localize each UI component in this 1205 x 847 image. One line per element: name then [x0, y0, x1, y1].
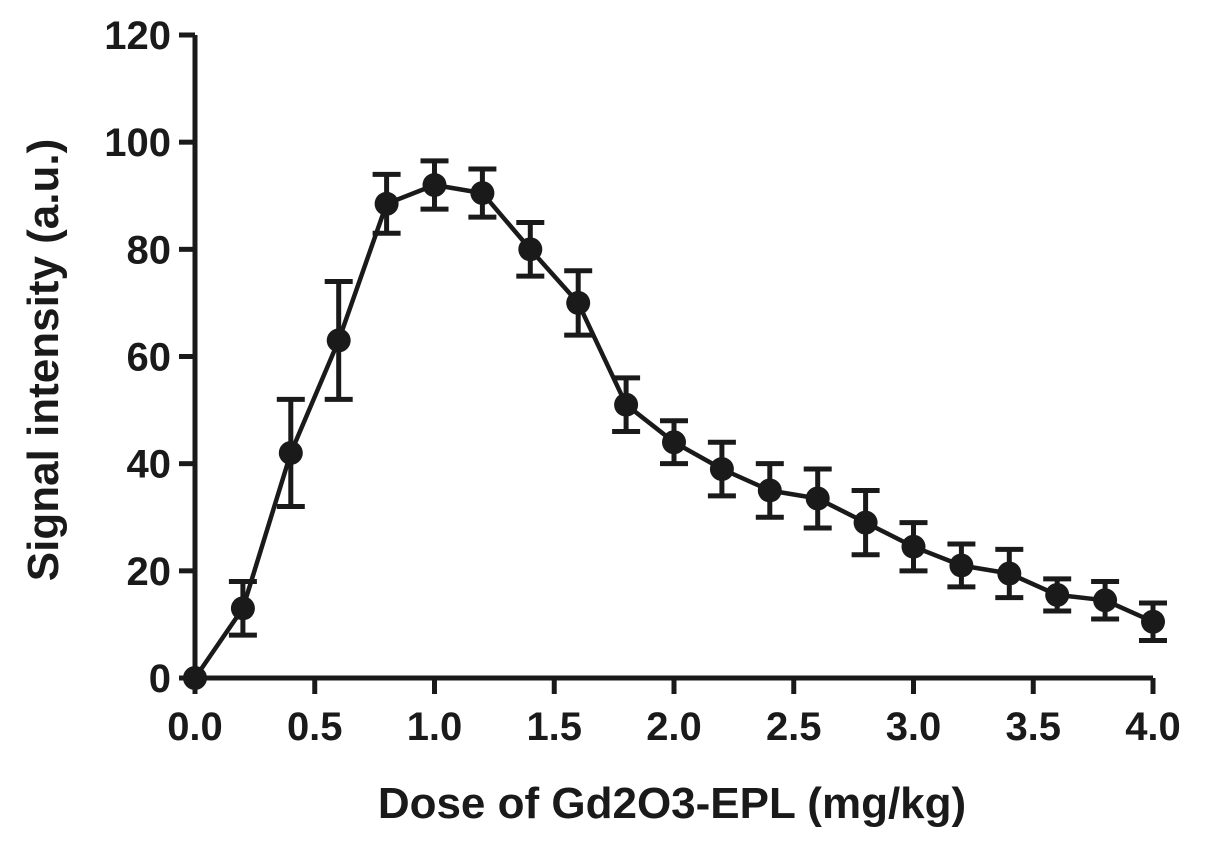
- y-tick-label: 80: [127, 228, 172, 272]
- y-tick-label: 120: [104, 14, 171, 58]
- data-point: [374, 191, 399, 216]
- x-tick-label: 3.0: [886, 705, 942, 749]
- data-point: [757, 478, 782, 503]
- data-point: [709, 457, 734, 482]
- data-points: [183, 173, 1165, 690]
- y-tick-label: 0: [149, 657, 171, 701]
- x-tick-label: 0.0: [167, 705, 223, 749]
- y-axis-label: Signal intensity (a.u.): [19, 139, 68, 582]
- x-tick-label: 1.0: [407, 705, 463, 749]
- data-point: [1141, 609, 1165, 634]
- data-point: [1093, 588, 1118, 613]
- tick-labels: 0.0 0.5 1.0 1.5 2.0 2.5 3.0 3.5 4.0 0 20 40 60 80 100 1…: [104, 14, 1181, 749]
- data-point: [326, 328, 351, 353]
- data-point: [470, 181, 495, 206]
- data-point: [1045, 582, 1070, 607]
- x-axis-label: Dose of Gd2O3-EPL (mg/kg): [378, 779, 966, 828]
- data-point: [614, 392, 639, 417]
- data-point: [853, 510, 878, 535]
- data-point: [518, 237, 543, 262]
- data-point: [901, 534, 926, 559]
- axes: [179, 32, 1156, 694]
- x-tick-label: 2.0: [646, 705, 702, 749]
- y-tick-label: 20: [127, 550, 172, 594]
- data-point: [230, 596, 255, 621]
- x-tick-label: 4.0: [1125, 705, 1181, 749]
- data-point: [997, 561, 1022, 586]
- y-tick-label: 60: [127, 336, 172, 380]
- x-tick-label: 2.5: [766, 705, 822, 749]
- error-bars: [228, 158, 1167, 643]
- data-point: [949, 553, 974, 578]
- data-point: [662, 430, 686, 455]
- data-point: [422, 173, 447, 198]
- y-tick-label: 40: [127, 443, 172, 487]
- x-tick-label: 0.5: [287, 705, 343, 749]
- x-tick-label: 3.5: [1005, 705, 1061, 749]
- data-point: [805, 486, 830, 511]
- y-tick-label: 100: [104, 121, 171, 165]
- data-point: [566, 290, 591, 315]
- data-point: [278, 440, 303, 465]
- data-point: [183, 666, 207, 690]
- x-tick-label: 1.5: [526, 705, 582, 749]
